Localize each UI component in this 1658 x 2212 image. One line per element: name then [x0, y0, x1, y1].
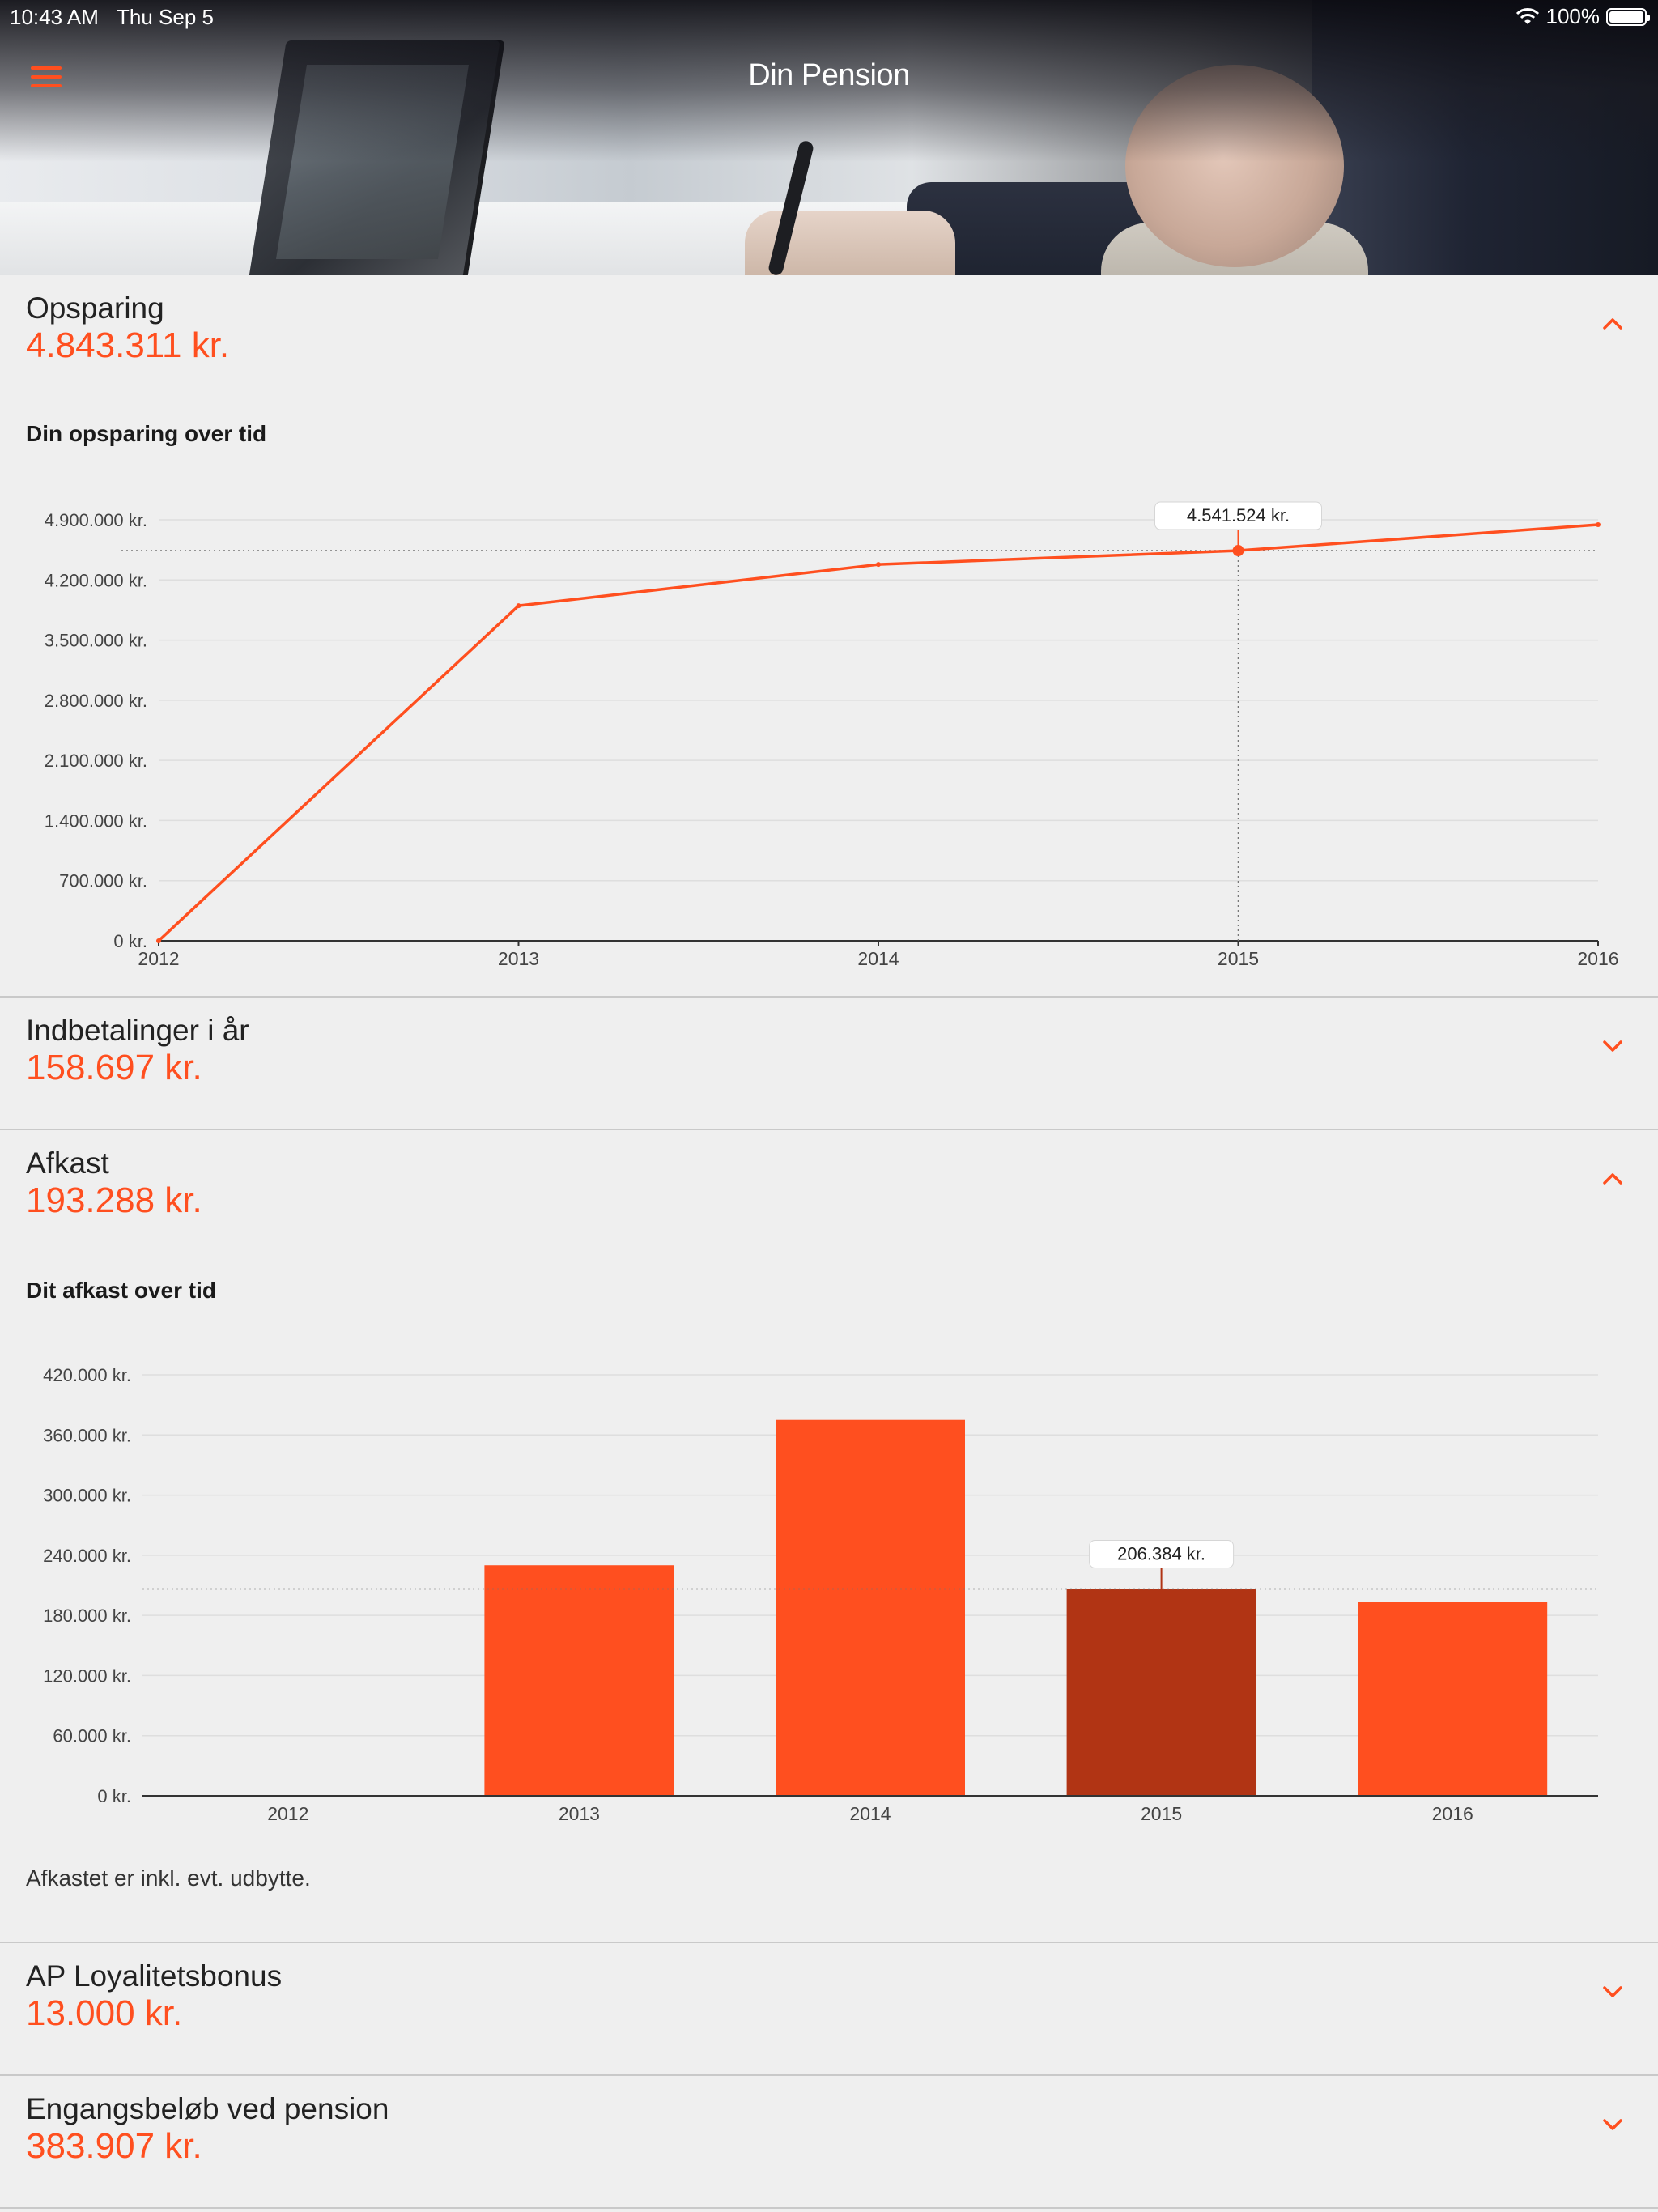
savings-line-chart: 0 kr. 700.000 kr. 1.400.000 kr. 2.100.000 k…: [45, 501, 1619, 969]
y-tick-label: 360.000 kr.: [43, 1425, 131, 1445]
chart-title: Dit afkast over tid: [26, 1278, 216, 1303]
page-title: Din Pension: [748, 58, 910, 92]
data-point: [156, 938, 161, 943]
section-header-loyalitetsbonus[interactable]: AP Loyalitetsbonus 13.000 kr.: [0, 1943, 1658, 2057]
section-amount: 193.288 kr.: [26, 1180, 202, 1220]
data-point: [1596, 522, 1601, 528]
x-tick-label: 2014: [849, 1803, 891, 1824]
data-point-highlight: [1232, 545, 1244, 557]
data-point: [516, 603, 521, 609]
section-header-opsparing[interactable]: Opsparing 4.843.311 kr.: [0, 275, 1658, 389]
bar: [1358, 1602, 1548, 1796]
status-bar: 10:43 AM Thu Sep 5 100%: [0, 0, 1658, 32]
section-engangsbelob: Engangsbeløb ved pension 383.907 kr.: [0, 2076, 1658, 2209]
x-tick-label: 2016: [1432, 1803, 1473, 1824]
y-tick-label: 3.500.000 kr.: [45, 631, 147, 651]
bar: [484, 1565, 674, 1796]
y-tick-label: 120.000 kr.: [43, 1665, 131, 1686]
x-tick-label: 2013: [559, 1803, 600, 1824]
y-tick-label: 4.900.000 kr.: [45, 510, 147, 530]
section-header-indbetalinger[interactable]: Indbetalinger i år 158.697 kr.: [0, 998, 1658, 1111]
x-tick-label: 2015: [1141, 1803, 1182, 1824]
bar-highlight: [1066, 1589, 1256, 1796]
chevron-up-icon[interactable]: [1600, 311, 1626, 337]
y-tick-label: 700.000 kr.: [59, 871, 147, 891]
x-tick-label: 2012: [138, 948, 179, 969]
y-tick-label: 420.000 kr.: [43, 1365, 131, 1385]
section-title: Opsparing: [26, 291, 164, 325]
y-tick-label: 60.000 kr.: [53, 1726, 131, 1746]
hero-shade: [0, 0, 1658, 162]
status-right: 100%: [1516, 4, 1650, 29]
chart-footnote: Afkastet er inkl. evt. udbytte.: [26, 1865, 311, 1891]
x-tick-label: 2014: [857, 948, 899, 969]
y-tick-label: 240.000 kr.: [43, 1546, 131, 1566]
status-time: 10:43 AM: [10, 5, 99, 29]
section-header-engangsbelob[interactable]: Engangsbeløb ved pension 383.907 kr.: [0, 2076, 1658, 2189]
y-tick-label: 2.800.000 kr.: [45, 691, 147, 711]
chevron-down-icon[interactable]: [1600, 2112, 1626, 2138]
y-tick-label: 4.200.000 kr.: [45, 570, 147, 590]
data-point: [876, 562, 881, 568]
section-amount: 383.907 kr.: [26, 2126, 202, 2166]
chevron-down-icon[interactable]: [1600, 1979, 1626, 2005]
series-line: [157, 523, 1599, 942]
chart-title: Din opsparing over tid: [26, 421, 267, 446]
y-tick-label: 0 kr.: [113, 931, 147, 951]
y-tick-label: 180.000 kr.: [43, 1606, 131, 1626]
x-tick-label: 2015: [1218, 948, 1259, 969]
battery-percent: 100%: [1545, 4, 1601, 28]
section-afkast: Afkast 193.288 kr. Dit afkast over tid 0…: [0, 1130, 1658, 1943]
status-date: Thu Sep 5: [117, 5, 214, 29]
section-indbetalinger: Indbetalinger i år 158.697 kr.: [0, 998, 1658, 1130]
section-amount: 13.000 kr.: [26, 1993, 183, 2033]
tooltip-box: [1154, 501, 1322, 530]
section-title: Indbetalinger i år: [26, 1014, 249, 1047]
tooltip-label: 4.541.524 kr.: [1187, 505, 1290, 525]
section-title: Engangsbeløb ved pension: [26, 2092, 389, 2125]
x-tick-label: 2013: [498, 948, 539, 969]
section-loyalitetsbonus: AP Loyalitetsbonus 13.000 kr.: [0, 1943, 1658, 2076]
x-tick-label: 2016: [1577, 948, 1618, 969]
chevron-down-icon[interactable]: [1600, 1033, 1626, 1059]
battery-icon: [1606, 7, 1650, 26]
return-bar-chart: 0 kr. 60.000 kr. 120.000 kr. 180.000 kr. 240…: [43, 1365, 1598, 1824]
wifi-icon: [1516, 7, 1539, 24]
menu-icon[interactable]: [31, 66, 62, 89]
section-amount: 4.843.311 kr.: [26, 325, 230, 365]
tooltip-label: 206.384 kr.: [1117, 1543, 1205, 1563]
x-tick-label: 2012: [267, 1803, 308, 1824]
header-hero-image: [0, 0, 1658, 275]
chevron-up-icon[interactable]: [1600, 1166, 1626, 1192]
section-amount: 158.697 kr.: [26, 1048, 202, 1087]
tooltip-box: [1089, 1539, 1235, 1568]
section-header-afkast[interactable]: Afkast 193.288 kr.: [0, 1130, 1658, 1244]
section-title: AP Loyalitetsbonus: [26, 1959, 283, 1993]
bar: [776, 1419, 965, 1796]
section-title: Afkast: [26, 1146, 109, 1180]
y-tick-label: 2.100.000 kr.: [45, 751, 147, 771]
y-tick-label: 0 kr.: [97, 1786, 131, 1806]
section-opsparing: Opsparing 4.843.311 kr. Din opsparing ov…: [0, 275, 1658, 998]
y-tick-label: 300.000 kr.: [43, 1486, 131, 1506]
y-tick-label: 1.400.000 kr.: [45, 810, 147, 831]
